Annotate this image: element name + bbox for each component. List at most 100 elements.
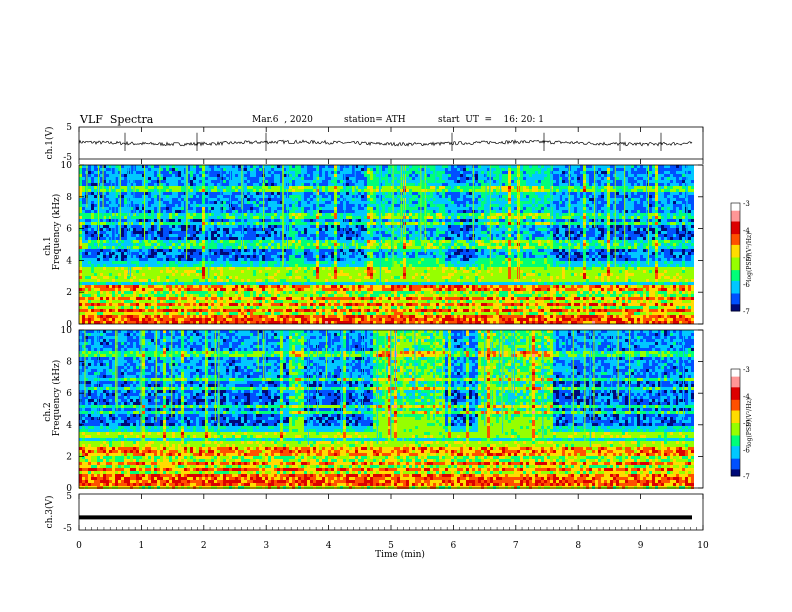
spectrogram-cell (304, 180, 307, 183)
spectrogram-cell (259, 231, 262, 234)
spectrogram-cell (211, 312, 214, 315)
spectrogram-cell (121, 207, 124, 210)
spectrogram-cell (91, 255, 94, 258)
spectrogram-cell (352, 195, 355, 198)
spectrogram-cell (193, 198, 196, 201)
spectrogram-cell (319, 246, 322, 249)
spectrogram-cell (340, 225, 343, 228)
spectrogram-cell (199, 294, 202, 297)
spectrogram-cell (271, 249, 274, 252)
spectrogram-cell (310, 318, 313, 321)
spectrogram-cell (121, 180, 124, 183)
spectrogram-cell (160, 270, 163, 273)
spectrogram-cell (268, 315, 271, 318)
spectrogram-cell (226, 321, 229, 324)
spectrogram-cell (97, 288, 100, 291)
spectrogram-cell (334, 180, 337, 183)
spectrogram-cell (88, 234, 91, 237)
spectrogram-cell (166, 291, 169, 294)
spectrogram-cell (235, 249, 238, 252)
spectrogram-cell (346, 240, 349, 243)
spectrogram-cell (304, 204, 307, 207)
spectrogram-cell (259, 204, 262, 207)
spectrogram-cell (208, 207, 211, 210)
spectrogram-cell (151, 219, 154, 222)
spectrogram-cell (292, 261, 295, 264)
spectrogram-cell (223, 300, 226, 303)
spectrogram-cell (151, 261, 154, 264)
spectrogram-cell (94, 246, 97, 249)
spectrogram-cell (82, 165, 85, 168)
spectrogram-cell (79, 216, 82, 219)
spectrogram-cell (304, 228, 307, 231)
spectrogram-cell (247, 204, 250, 207)
spectrogram-cell (82, 177, 85, 180)
spectrogram-cell (145, 195, 148, 198)
spectrogram-cell (307, 225, 310, 228)
spectrogram-cell (100, 282, 103, 285)
spectrogram-cell (295, 207, 298, 210)
spectrogram-cell (217, 255, 220, 258)
spectrogram-cell (220, 177, 223, 180)
spectrogram-cell (346, 264, 349, 267)
spectrogram-cell (112, 294, 115, 297)
spectrogram-cell (133, 306, 136, 309)
spectrogram-cell (271, 300, 274, 303)
spectrogram-cell (94, 231, 97, 234)
spectrogram-cell (277, 285, 280, 288)
spectrogram-cell (103, 312, 106, 315)
spectrogram-cell (358, 207, 361, 210)
spectrogram-cell (217, 282, 220, 285)
spectrogram-cell (334, 243, 337, 246)
spectrogram-cell (184, 240, 187, 243)
spectrogram-cell (106, 294, 109, 297)
spectrogram-cell (310, 222, 313, 225)
spectrogram-cell (160, 297, 163, 300)
spectrogram-cell (190, 312, 193, 315)
spectrogram-cell (211, 174, 214, 177)
spectrogram-cell (226, 276, 229, 279)
spectrogram-cell (223, 165, 226, 168)
spectrogram-cell (103, 303, 106, 306)
spectrogram-cell (157, 252, 160, 255)
spectrogram-cell (319, 321, 322, 324)
spectrogram-cell (109, 255, 112, 258)
spectrogram-cell (172, 270, 175, 273)
spectrogram-cell (178, 201, 181, 204)
spectrogram-cell (229, 231, 232, 234)
spectrogram-cell (133, 276, 136, 279)
spectrogram-cell (130, 264, 133, 267)
spectrogram-cell (211, 228, 214, 231)
spectrogram-cell (109, 165, 112, 168)
spectrogram-cell (211, 258, 214, 261)
spectrogram-cell (205, 258, 208, 261)
spectrogram-cell (139, 312, 142, 315)
spectrogram-cell (277, 303, 280, 306)
spectrogram-cell (292, 240, 295, 243)
spectrogram-cell (178, 300, 181, 303)
spectrogram-cell (286, 264, 289, 267)
spectrogram-cell (319, 237, 322, 240)
spectrogram-cell (169, 183, 172, 186)
spectrogram-cell (247, 273, 250, 276)
spectrogram-cell (217, 201, 220, 204)
spectrogram-cell (262, 267, 265, 270)
spectrogram-cell (223, 177, 226, 180)
spectrogram-cell (268, 249, 271, 252)
spectrogram-cell (199, 192, 202, 195)
spectrogram-cell (358, 294, 361, 297)
spectrogram-cell (130, 270, 133, 273)
spectrogram-cell (355, 222, 358, 225)
spectrogram-cell (214, 297, 217, 300)
spectrogram-cell (256, 282, 259, 285)
spectrogram-cell (193, 171, 196, 174)
spectrogram-cell (322, 213, 325, 216)
spectrogram-cell (196, 180, 199, 183)
spectrogram-cell (142, 282, 145, 285)
spectrogram-cell (235, 186, 238, 189)
spectrogram-cell (325, 258, 328, 261)
spectrogram-cell (343, 297, 346, 300)
spectrogram-cell (91, 264, 94, 267)
spectrogram-cell (148, 225, 151, 228)
spectrogram-cell (229, 294, 232, 297)
